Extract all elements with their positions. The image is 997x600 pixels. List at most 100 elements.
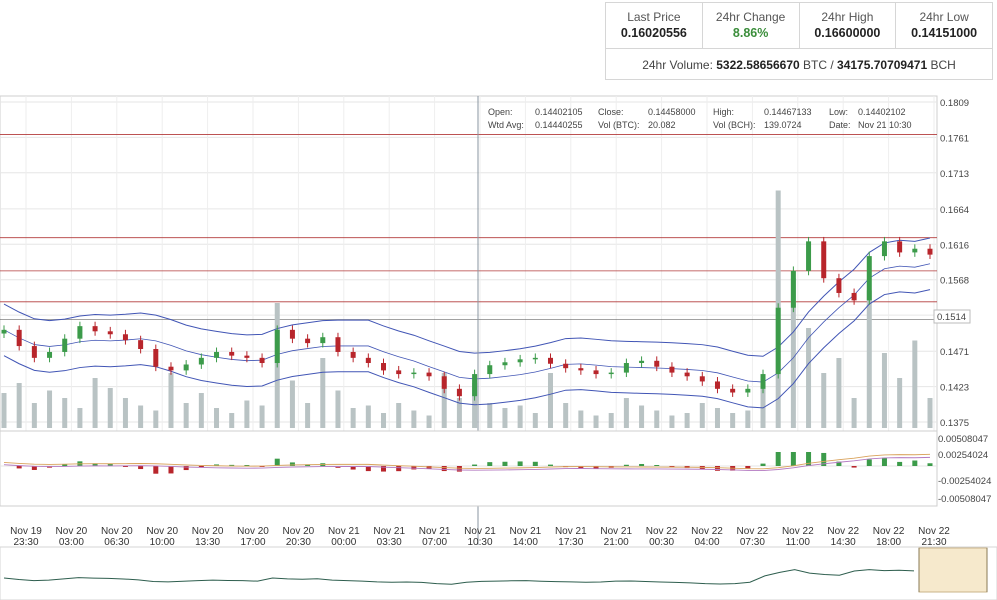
- macd-bar: [153, 466, 159, 474]
- macd-line: [3, 456, 931, 471]
- volbch-value: 139.0724: [764, 120, 802, 130]
- volume-bar: [790, 278, 796, 428]
- low-label: 24hr Low: [919, 10, 969, 24]
- candle-body: [426, 372, 432, 377]
- last-price-value: 0.16020556: [620, 26, 687, 40]
- candle-body: [927, 248, 933, 255]
- change-label: 24hr Change: [715, 10, 786, 24]
- volume-bar: [578, 410, 584, 428]
- candle-body: [699, 376, 705, 382]
- macd-bar: [289, 462, 295, 466]
- macd-bar: [745, 466, 751, 469]
- macd-bar: [593, 466, 599, 469]
- candle-body: [502, 362, 508, 366]
- time-label-day: Nov 21: [419, 526, 451, 537]
- candle-body: [153, 349, 159, 367]
- time-label-day: Nov 21: [555, 526, 587, 537]
- low-label: Low:: [829, 107, 848, 117]
- volume-bar: [730, 413, 736, 428]
- macd-bar: [487, 462, 493, 466]
- volume-bar: [851, 398, 857, 428]
- time-label-hour: 17:30: [558, 537, 583, 548]
- volume-bar: [927, 398, 933, 428]
- candle-body: [16, 329, 22, 347]
- navigator-panel[interactable]: [0, 546, 997, 600]
- time-label-hour: 21:30: [921, 537, 946, 548]
- volume-bar: [654, 410, 660, 428]
- candle-body: [274, 329, 280, 364]
- time-label-day: Nov 21: [600, 526, 632, 537]
- time-label-hour: 23:30: [13, 537, 38, 548]
- signal-line: [3, 453, 931, 470]
- time-label-hour: 20:30: [286, 537, 311, 548]
- volume-bar: [198, 393, 204, 428]
- volume-bar: [16, 383, 22, 428]
- price-tick: 0.1423: [940, 383, 969, 394]
- macd-bar: [502, 461, 508, 466]
- volume-bar: [745, 410, 751, 428]
- candlesticks: [1, 236, 933, 401]
- candle-body: [866, 256, 872, 301]
- time-label-hour: 00:30: [649, 537, 674, 548]
- wtd-value: 0.14440255: [535, 120, 583, 130]
- macd-bar: [122, 466, 128, 467]
- candle-body: [623, 363, 629, 373]
- volume-bch-unit: BCH: [930, 58, 956, 72]
- time-label-day: Nov 21: [328, 526, 360, 537]
- low-cell: 24hr Low 0.14151000: [896, 3, 992, 48]
- candle-body: [912, 248, 918, 253]
- price-panel[interactable]: [0, 95, 938, 432]
- open-label: Open:: [488, 107, 513, 117]
- candle-body: [897, 241, 903, 253]
- candle-body: [335, 337, 341, 352]
- candle-body: [107, 331, 113, 335]
- price-tick: 0.1471: [940, 347, 969, 358]
- time-label-hour: 04:00: [694, 537, 719, 548]
- volume-bar: [320, 358, 326, 428]
- macd-bar: [851, 466, 857, 468]
- volume-bar: [532, 413, 538, 428]
- volume-bar: [77, 408, 83, 428]
- volume-bar: [836, 358, 842, 428]
- volbtc-label: Vol (BTC):: [598, 120, 640, 130]
- macd-bar: [456, 466, 462, 472]
- volume-bar: [639, 405, 645, 428]
- candle-body: [47, 351, 53, 358]
- candle-body: [472, 374, 478, 397]
- time-label-hour: 13:30: [195, 537, 220, 548]
- volume-bar: [1, 393, 7, 428]
- candle-body: [806, 241, 812, 271]
- candle-body: [578, 368, 584, 371]
- candle-body: [138, 340, 144, 350]
- band-line: [3, 237, 931, 357]
- current-price-box: [933, 309, 971, 324]
- candle-body: [396, 370, 402, 375]
- indicator-tick: -0.00508047: [938, 494, 991, 505]
- macd-bar: [639, 463, 645, 466]
- candle-body: [441, 376, 447, 389]
- macd-indicator: [0, 452, 937, 474]
- macd-bar: [396, 466, 402, 472]
- navigator-selection-handle[interactable]: [918, 547, 988, 593]
- price-tick: 0.1761: [940, 133, 969, 144]
- macd-bar: [350, 466, 356, 470]
- price-axis: 0.1809 0.1761 0.1713 0.1664 0.1616 0.1568 0.15…: [940, 98, 969, 429]
- candle-body: [654, 360, 660, 367]
- time-label-hour: 06:30: [104, 537, 129, 548]
- volume-bar: [866, 290, 872, 428]
- time-label-hour: 03:00: [59, 537, 84, 548]
- high-label: 24hr High: [821, 10, 874, 24]
- macd-bar: [381, 466, 387, 472]
- time-label-hour: 18:00: [876, 537, 901, 548]
- macd-bar: [517, 461, 523, 466]
- candle-body: [532, 357, 538, 360]
- market-stats-panel: Last Price 0.16020556 24hr Change 8.86% …: [605, 2, 993, 80]
- volbtc-value: 20.082: [648, 120, 676, 130]
- volume-bar: [623, 398, 629, 428]
- candle-body: [836, 278, 842, 293]
- time-label-day: Nov 21: [373, 526, 405, 537]
- volume-bar: [153, 410, 159, 428]
- time-label-hour: 14:30: [831, 537, 856, 548]
- volume-bar: [684, 413, 690, 428]
